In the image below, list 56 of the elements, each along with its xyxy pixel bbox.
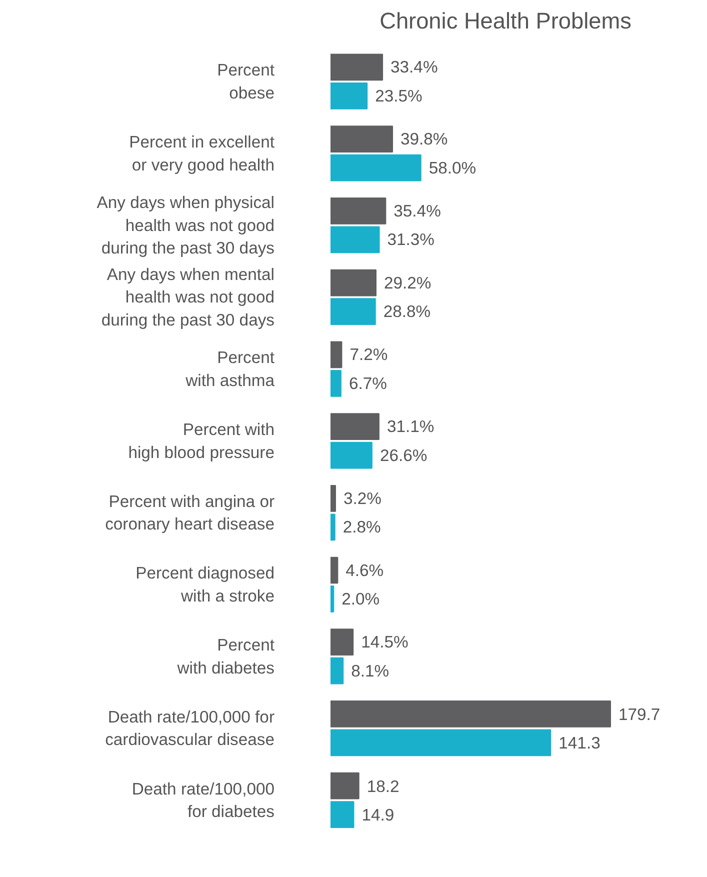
bar	[330, 82, 368, 110]
y-tick-label: Percent obese	[217, 60, 275, 103]
y-tick-label: Any days when physical health was not good during the past 30 days	[96, 193, 275, 258]
bar	[330, 269, 376, 296]
data-label: 26.6%	[380, 446, 428, 465]
y-tick-label: Death rate/100,000 for cardiovascular disease	[105, 707, 275, 750]
data-label: 141.3	[558, 734, 600, 753]
y-tick-label: Percent with asthma	[184, 348, 276, 390]
bar	[330, 341, 342, 368]
data-label: 2.8%	[342, 518, 382, 537]
data-label: 14.5%	[361, 632, 409, 652]
data-label: 39.8%	[400, 130, 448, 149]
bar	[330, 126, 394, 153]
data-label: 28.8%	[383, 302, 431, 322]
data-label: 6.7%	[348, 374, 388, 393]
bar	[330, 628, 354, 656]
bar	[330, 514, 336, 541]
data-label: 35.4%	[394, 201, 442, 220]
bar	[330, 772, 360, 800]
data-label: 4.6%	[346, 560, 384, 580]
bar	[330, 556, 338, 584]
bar	[330, 729, 552, 756]
bar	[330, 586, 334, 612]
bar	[330, 801, 354, 828]
bar	[330, 54, 384, 81]
data-label: 29.2%	[384, 273, 432, 292]
bar	[330, 413, 380, 440]
data-label: 18.2	[366, 776, 400, 796]
data-label: 3.2%	[343, 488, 382, 508]
bar	[330, 442, 372, 469]
y-tick-label: Percent in excellent or very good health	[129, 132, 275, 174]
bar	[330, 484, 336, 512]
y-tick-label: Percent with diabetes	[176, 636, 275, 678]
bar	[330, 298, 376, 325]
bar	[330, 370, 342, 397]
data-label: 58.0%	[428, 158, 476, 178]
bar	[330, 226, 380, 254]
y-tick-label: Percent with high blood pressure	[128, 420, 275, 462]
data-label: 31.1%	[386, 417, 434, 436]
data-label: 33.4%	[390, 58, 438, 77]
data-label: 23.5%	[375, 86, 423, 106]
data-label: 31.3%	[387, 230, 435, 250]
y-tick-label: Any days when mental health was not good during the past 30 days	[101, 264, 275, 330]
chart-title: Chronic Health Problems	[380, 8, 632, 34]
data-label: 14.9	[362, 806, 394, 825]
data-label: 8.1%	[351, 661, 390, 680]
data-label: 7.2%	[350, 345, 388, 364]
data-label: 2.0%	[342, 589, 380, 608]
y-tick-label: Percent with angina or coronary heart disease	[105, 492, 275, 534]
bar	[330, 657, 344, 684]
y-tick-label: Death rate/100,000 for diabetes	[132, 779, 275, 822]
y-tick-label: Percent diagnosed with a stroke	[136, 564, 275, 606]
data-label: 179.7	[618, 704, 660, 724]
bar	[330, 198, 386, 224]
bar	[330, 154, 422, 182]
bar	[330, 700, 611, 728]
